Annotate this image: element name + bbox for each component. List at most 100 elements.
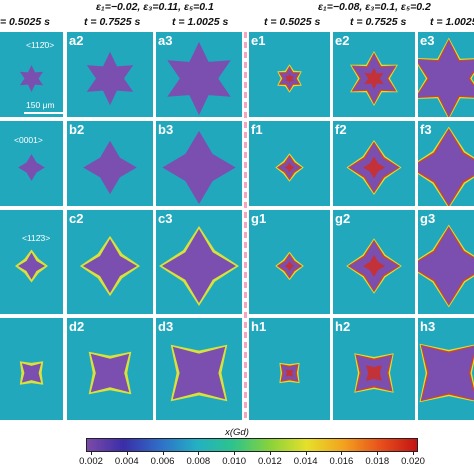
panel-label: f1 — [251, 122, 263, 137]
colorbar-tick — [91, 452, 92, 455]
crystal-morphology — [19, 361, 44, 385]
sim-panel: e3 — [418, 32, 474, 117]
time-col-3: t = 1.0025 s — [172, 16, 229, 28]
crystal-morphology — [350, 51, 398, 106]
crystal-body — [86, 51, 134, 106]
panel-label: b2 — [69, 122, 85, 137]
sim-panel: a3 — [156, 32, 242, 117]
panel-label: d2 — [69, 319, 85, 334]
sim-panel: h2 — [333, 318, 415, 420]
colorbar-tick — [162, 452, 164, 455]
colorbar-tick-label: 0.008 — [186, 456, 211, 467]
colorbar — [86, 438, 418, 452]
panel-label: e1 — [251, 33, 266, 48]
sim-panel: b2 — [67, 121, 153, 206]
colorbar-tick — [269, 452, 271, 455]
panel-label: h2 — [335, 319, 351, 334]
group-divider — [244, 32, 247, 420]
crystal-core — [284, 162, 295, 173]
panel-label: c2 — [69, 211, 84, 226]
crystal-morphology — [18, 154, 45, 181]
sim-panel: g1 — [249, 210, 330, 314]
crystal-body — [82, 238, 138, 294]
crystal-core — [363, 156, 385, 179]
crystal-morphology — [346, 140, 402, 195]
crystal-core — [284, 260, 295, 272]
left-group-params: ε₁=−0.02, ε₃=0.11, ε₅=0.1 — [96, 1, 214, 13]
crystal-morphology — [354, 353, 394, 393]
panel-label: h3 — [420, 319, 436, 334]
direction-label-a: <112̄0> — [26, 40, 55, 50]
crystal-body — [162, 229, 236, 303]
colorbar-tick — [377, 452, 379, 455]
colorbar-tick — [413, 452, 414, 455]
crystal-body — [18, 252, 45, 280]
panel-label: f3 — [420, 122, 432, 137]
crystal-body — [21, 363, 42, 383]
colorbar-tick — [234, 452, 236, 455]
sim-panel: a2 — [67, 32, 153, 117]
colorbar-tick — [341, 452, 343, 455]
sim-panel — [0, 318, 63, 420]
right-group-params: ε₁=−0.08, ε₃=0.1, ε₅=0.2 — [318, 1, 431, 13]
crystal-morphology — [167, 41, 231, 116]
crystal-morphology — [83, 140, 137, 195]
colorbar-tick-label: 0.004 — [114, 456, 139, 467]
crystal-morphology — [346, 238, 402, 294]
sim-panel: c3 — [156, 210, 242, 314]
panel-label: g2 — [335, 211, 351, 226]
sim-panel — [0, 121, 63, 206]
crystal-morphology — [79, 235, 141, 297]
crystal-morphology — [159, 226, 239, 306]
crystal-core — [364, 67, 384, 90]
sim-panel: h3 — [418, 318, 474, 420]
crystal-body — [172, 346, 226, 400]
colorbar-tick-label: 0.020 — [401, 456, 425, 467]
colorbar-tick-label: 0.016 — [329, 456, 354, 467]
panel-label: g1 — [251, 211, 267, 226]
colorbar-tick — [305, 452, 307, 455]
sim-panel: d2 — [67, 318, 153, 420]
sim-panel: f2 — [333, 121, 415, 206]
colorbar-tick-label: 0.012 — [257, 456, 282, 467]
crystal-body — [162, 130, 236, 205]
time-col-6: t = 1.0025 s — [430, 16, 474, 28]
direction-label-b: <0001> — [14, 135, 43, 145]
crystal-morphology — [19, 65, 44, 92]
crystal-morphology — [277, 64, 302, 93]
colorbar-tick-label: 0.002 — [79, 456, 103, 467]
colorbar-title: x(Gd) — [225, 427, 249, 438]
crystal-morphology — [170, 344, 228, 402]
time-col-1: = 0.5025 s — [0, 16, 50, 28]
time-col-4: t = 0.5025 s — [264, 16, 321, 28]
sim-panel: g3 — [418, 210, 474, 314]
panel-label: c3 — [158, 211, 173, 226]
crystal-morphology — [88, 351, 132, 395]
scale-bar — [24, 112, 64, 114]
crystal-body — [418, 40, 474, 117]
colorbar-tick-label: 0.014 — [293, 456, 318, 467]
sim-panel: d3 — [156, 318, 242, 420]
colorbar-tick-label: 0.006 — [150, 456, 175, 467]
crystal-body — [18, 154, 45, 181]
crystal-morphology — [279, 362, 300, 384]
crystal-body — [167, 41, 231, 116]
crystal-core — [366, 365, 382, 381]
crystal-morphology — [419, 343, 474, 403]
panel-label: a2 — [69, 33, 84, 48]
direction-label-c: <112̄3> — [22, 233, 51, 243]
sim-panel: h1 — [249, 318, 330, 420]
colorbar-tick — [198, 452, 200, 455]
panel-label: h1 — [251, 319, 267, 334]
colorbar-tick-label: 0.018 — [365, 456, 390, 467]
crystal-morphology — [275, 251, 304, 281]
panel-label: a3 — [158, 33, 173, 48]
crystal-morphology — [162, 130, 236, 205]
colorbar-tick-label: 0.010 — [222, 456, 246, 467]
panel-label: b3 — [158, 122, 174, 137]
panel-label: d3 — [158, 319, 174, 334]
crystal-morphology — [275, 153, 304, 182]
crystal-morphology — [15, 249, 48, 283]
crystal-morphology — [418, 37, 474, 117]
sim-panel: e1 — [249, 32, 330, 117]
